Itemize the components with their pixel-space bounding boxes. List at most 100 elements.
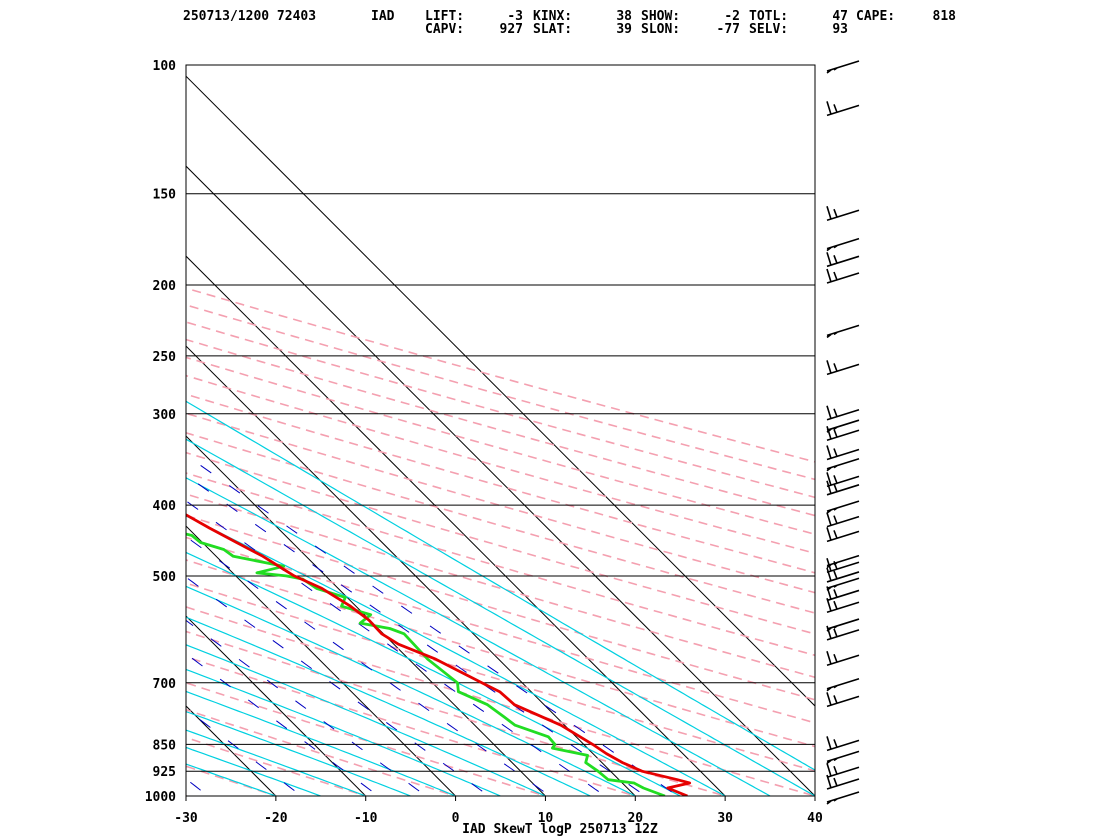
temperature-label: 40 bbox=[807, 811, 823, 826]
pressure-label: 250 bbox=[153, 350, 177, 365]
moist-adiabat-line bbox=[186, 729, 368, 796]
moist-adiabat-line bbox=[186, 551, 682, 796]
wind-barb bbox=[826, 472, 860, 488]
pressure-label: 925 bbox=[153, 765, 176, 780]
slon-value: -77 bbox=[716, 22, 740, 37]
selv-label: SELV: bbox=[749, 22, 789, 37]
capv-label: CAPV: bbox=[425, 22, 465, 37]
moist-adiabat-line bbox=[186, 690, 458, 796]
mixing-ratio-line bbox=[186, 778, 210, 796]
wind-barb bbox=[826, 774, 860, 790]
wind-barb bbox=[826, 512, 860, 528]
pressure-label: 100 bbox=[153, 59, 177, 74]
isotherm-line bbox=[186, 705, 277, 796]
wind-barb bbox=[826, 750, 860, 765]
station-code: IAD bbox=[371, 9, 395, 24]
moist-adiabat-line bbox=[186, 644, 547, 796]
mixing-ratio-line bbox=[186, 653, 380, 796]
wind-barb bbox=[826, 678, 860, 692]
header: 250713/1200 72403 IAD LIFT: -3 KINX: 38 … bbox=[0, 0, 1120, 44]
moist-adiabat-line bbox=[186, 763, 278, 796]
wind-barb bbox=[826, 405, 860, 421]
dry-adiabat-line bbox=[186, 356, 815, 536]
wind-barb bbox=[826, 457, 860, 472]
wind-barbs bbox=[826, 60, 860, 805]
pressure-label: 400 bbox=[153, 499, 177, 514]
wind-barb bbox=[826, 597, 860, 613]
temperature-label: 20 bbox=[627, 811, 643, 826]
wind-barb bbox=[826, 426, 860, 442]
cape-label: CAPE: bbox=[856, 9, 896, 24]
wind-barb bbox=[826, 554, 860, 569]
show-value: -2 bbox=[724, 9, 740, 24]
isotherm-line bbox=[186, 255, 726, 796]
kinx-label: KINX: bbox=[533, 9, 573, 24]
dry-adiabat-line bbox=[186, 536, 815, 724]
moist-adiabat-line bbox=[186, 710, 413, 796]
wind-barb bbox=[826, 480, 860, 496]
pressure-label: 300 bbox=[153, 408, 177, 423]
lift-label: LIFT: bbox=[425, 9, 465, 24]
dry-adiabat-line bbox=[186, 582, 815, 772]
dry-adiabat-line bbox=[186, 321, 815, 499]
wind-barb bbox=[826, 445, 860, 461]
wind-barb bbox=[826, 419, 860, 433]
wind-barb bbox=[826, 763, 860, 779]
isotherm-line bbox=[0, 32, 112, 812]
pressure-label: 700 bbox=[153, 677, 177, 692]
moist-adiabat-line bbox=[186, 616, 592, 796]
isotherm-line bbox=[186, 165, 815, 796]
sounding-id: 250713/1200 72403 bbox=[183, 9, 317, 24]
pressure-label: 1000 bbox=[145, 790, 176, 805]
dry-adiabat-line bbox=[186, 493, 815, 679]
wind-barb bbox=[826, 577, 860, 591]
wind-barb bbox=[826, 237, 860, 252]
wind-barb bbox=[826, 268, 860, 284]
moist-adiabat-line bbox=[186, 515, 727, 796]
wind-barb bbox=[826, 205, 860, 221]
isotherm-line bbox=[0, 32, 22, 812]
dry-adiabat-line bbox=[186, 393, 815, 574]
dry-adiabat-line bbox=[186, 559, 815, 748]
dry-adiabat-line bbox=[186, 765, 279, 796]
pressure-axis-labels: 100 150 200 250 300 400 500 700 850 925 1000 bbox=[145, 59, 176, 805]
pressure-label: 200 bbox=[153, 279, 177, 294]
kinx-value: 38 bbox=[616, 9, 632, 24]
thermo-grid bbox=[0, 32, 815, 812]
dry-adiabat-line bbox=[186, 287, 815, 463]
sounding-traces bbox=[186, 513, 692, 796]
wind-barb bbox=[826, 625, 860, 641]
show-label: SHOW: bbox=[641, 9, 681, 24]
slat-value: 39 bbox=[616, 22, 632, 37]
moist-adiabat-line bbox=[186, 400, 815, 771]
wind-barb bbox=[826, 618, 860, 632]
dry-adiabat-line bbox=[186, 795, 189, 796]
dry-adiabat-line bbox=[186, 514, 815, 701]
moist-adiabat-line bbox=[186, 477, 772, 796]
temperature-axis-labels: -30 -20 -10 0 10 20 30 40 bbox=[174, 796, 823, 826]
dry-adiabat-line bbox=[186, 304, 815, 481]
moist-adiabat-line bbox=[186, 585, 637, 796]
isotherm-line bbox=[186, 435, 547, 796]
temperature-label: -30 bbox=[174, 811, 198, 826]
temperature-label: 30 bbox=[717, 811, 733, 826]
wind-barb bbox=[826, 101, 860, 117]
wind-barb bbox=[826, 567, 860, 583]
wind-barb bbox=[826, 252, 860, 268]
dry-adiabat-line bbox=[186, 451, 815, 635]
selv-value: 93 bbox=[832, 22, 848, 37]
dry-adiabat-line bbox=[186, 431, 815, 614]
cape-value: 818 bbox=[932, 9, 956, 24]
chart-footer: IAD SkewT logP 250713 12Z bbox=[462, 822, 658, 837]
totl-value: 47 bbox=[832, 9, 848, 24]
temperature-trace bbox=[186, 513, 692, 796]
temperature-label: -10 bbox=[354, 811, 378, 826]
wind-barb bbox=[826, 360, 860, 376]
wind-barb bbox=[826, 791, 860, 805]
mixing-ratio-line bbox=[186, 708, 303, 796]
isotherm-line bbox=[186, 75, 815, 707]
wind-barb bbox=[826, 651, 860, 667]
dewpoint-trace bbox=[186, 532, 666, 796]
mixing-ratio-line bbox=[186, 500, 606, 796]
